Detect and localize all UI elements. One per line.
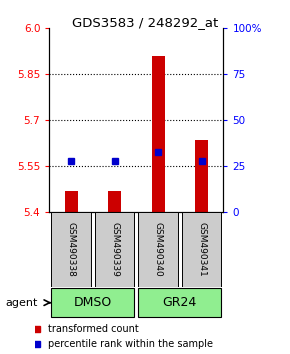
Bar xyxy=(108,191,121,212)
Bar xyxy=(152,56,165,212)
Text: GR24: GR24 xyxy=(163,296,197,309)
Text: DMSO: DMSO xyxy=(74,296,112,309)
Text: transformed count: transformed count xyxy=(48,324,139,334)
Text: GSM490339: GSM490339 xyxy=(110,222,119,277)
Text: GSM490340: GSM490340 xyxy=(153,222,163,277)
Bar xyxy=(139,212,177,287)
Bar xyxy=(64,191,78,212)
Bar xyxy=(182,212,221,287)
Text: GSM490338: GSM490338 xyxy=(66,222,76,277)
Bar xyxy=(95,212,134,287)
Bar xyxy=(52,212,90,287)
Text: agent: agent xyxy=(6,298,38,308)
Bar xyxy=(139,288,221,317)
Text: percentile rank within the sample: percentile rank within the sample xyxy=(48,339,213,349)
Bar xyxy=(195,140,208,212)
Bar xyxy=(52,288,134,317)
Text: GSM490341: GSM490341 xyxy=(197,222,206,277)
Text: GDS3583 / 248292_at: GDS3583 / 248292_at xyxy=(72,17,218,29)
